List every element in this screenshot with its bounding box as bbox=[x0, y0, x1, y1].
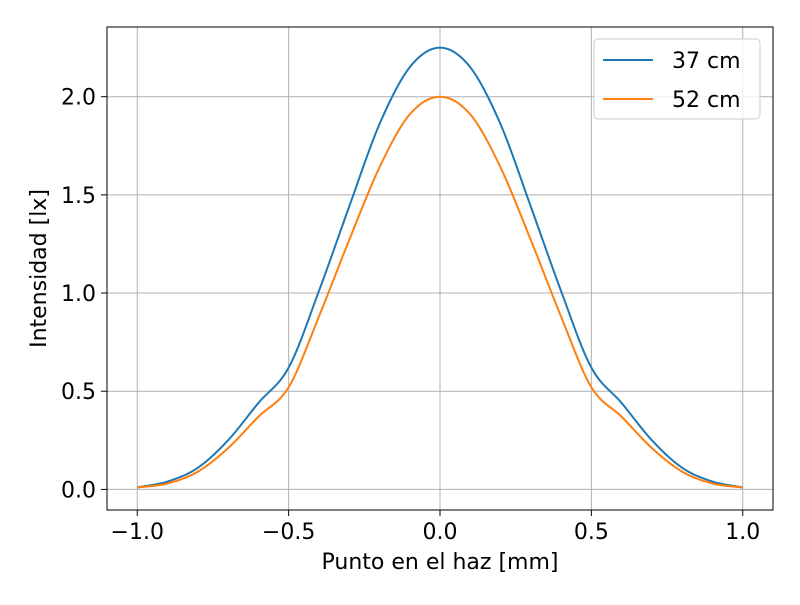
legend-entries: 37 cm 52 cm bbox=[603, 49, 741, 113]
y-tick-label: 0.0 bbox=[61, 478, 96, 503]
y-tick-label: 1.0 bbox=[61, 282, 96, 307]
x-tick-label: −1.0 bbox=[111, 520, 164, 545]
y-axis-label: Intensidad [lx] bbox=[27, 189, 52, 348]
x-tick-label: 0.0 bbox=[423, 520, 458, 545]
x-axis-label: Punto en el haz [mm] bbox=[322, 550, 559, 575]
series-layer bbox=[137, 46, 743, 489]
series-line-1 bbox=[137, 46, 743, 489]
x-tick-label: −0.5 bbox=[262, 520, 315, 545]
y-tick-label: 2.0 bbox=[61, 86, 96, 111]
x-tick-label: 0.5 bbox=[574, 520, 609, 545]
legend-label-2: 52 cm bbox=[672, 88, 741, 113]
y-tick-label: 0.5 bbox=[61, 380, 96, 405]
legend: 37 cm 52 cm bbox=[593, 38, 761, 120]
ticks: −1.0 −0.5 0.0 0.5 1.0 0.0 0.5 1.0 1.5 2.0 bbox=[61, 86, 760, 545]
legend-label-1: 37 cm bbox=[672, 49, 741, 74]
y-tick-label: 1.5 bbox=[61, 184, 96, 209]
series-line-2 bbox=[137, 95, 743, 489]
x-tick-label: 1.0 bbox=[725, 520, 760, 545]
